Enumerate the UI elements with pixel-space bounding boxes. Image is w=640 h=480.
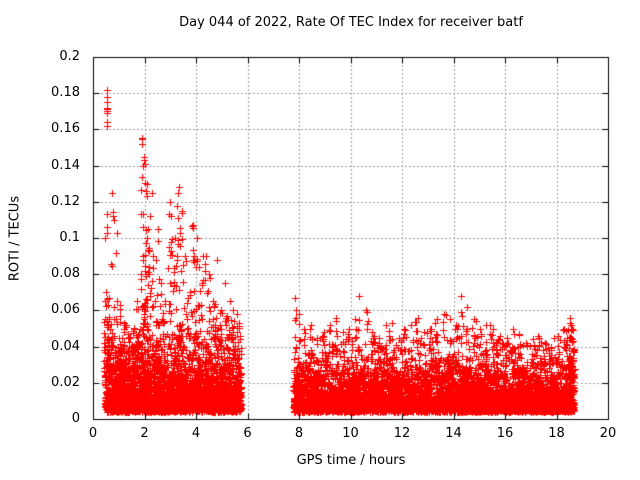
x-tick-label: 0: [88, 426, 98, 441]
y-tick-label: 0.18: [51, 85, 80, 101]
y-tick-label: 0.2: [59, 49, 80, 64]
x-tick-label: 6: [243, 426, 252, 441]
x-axis-title: GPS time / hours: [296, 453, 406, 468]
y-tick-label: 0.02: [51, 374, 80, 390]
y-tick-label: 0.1: [59, 230, 80, 245]
x-tick-label: 12: [393, 426, 411, 441]
chart-title: Day 044 of 2022, Rate Of TEC Index for r…: [179, 15, 523, 30]
x-tick-label: 4: [191, 426, 201, 441]
x-tick-label: 16: [496, 426, 514, 441]
y-tick-label: 0.06: [51, 302, 80, 318]
y-tick-label: 0.04: [51, 338, 80, 354]
x-tick-label: 18: [548, 426, 565, 441]
x-tick-label: 2: [140, 426, 149, 441]
x-tick-label: 8: [294, 426, 304, 441]
x-tick-label: 10: [342, 426, 359, 441]
y-tick-label: 0.16: [51, 121, 80, 137]
x-tick-label: 20: [599, 426, 617, 441]
x-tick-label: 14: [445, 426, 462, 441]
y-tick-label: 0: [71, 411, 80, 426]
y-tick-label: 0.14: [51, 157, 80, 173]
y-tick-label: 0.12: [51, 193, 80, 209]
y-tick-label: 0.08: [51, 266, 80, 282]
